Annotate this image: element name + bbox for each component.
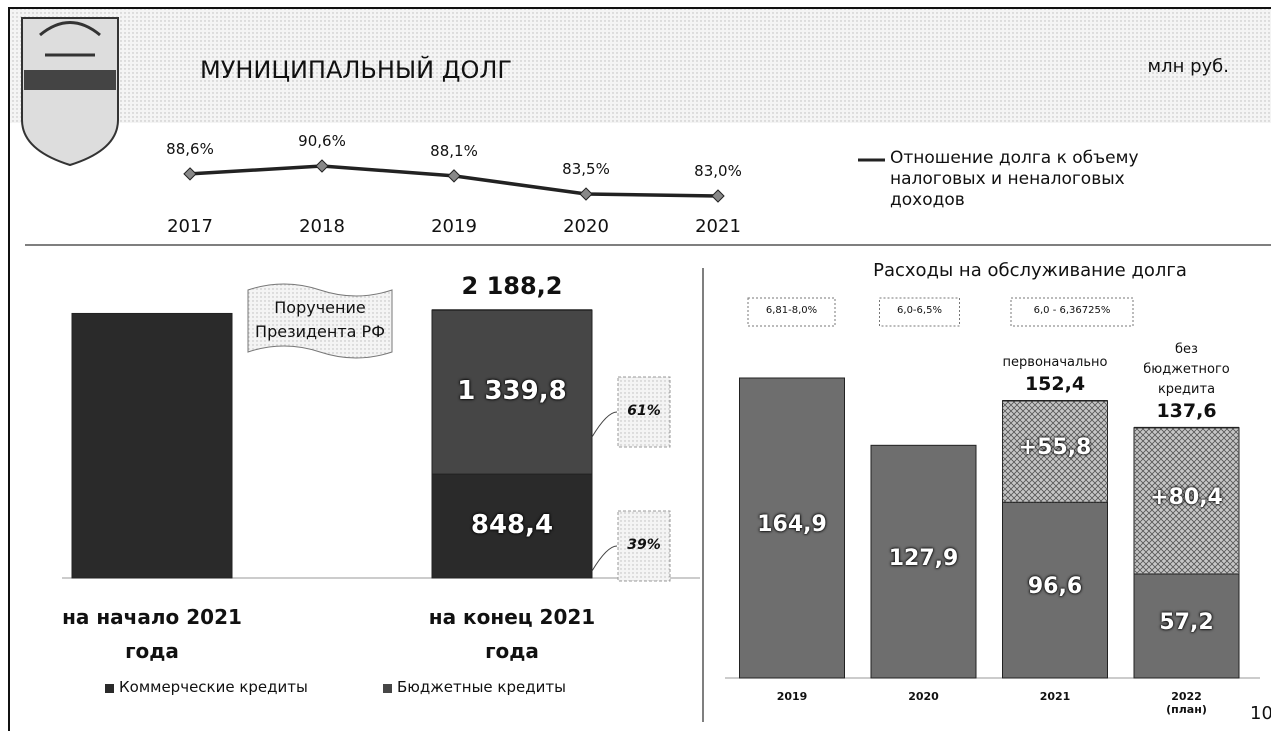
bar-segment [431, 473, 593, 579]
data-label: 83,5% [562, 160, 610, 179]
x-tick-label: на начало 2021 года [62, 605, 242, 663]
page-number: 10 [1250, 703, 1271, 724]
legend-label: Отношение долга к объему налоговых и нен… [890, 148, 1139, 210]
data-label: 57,2 [1159, 609, 1214, 635]
bar-segment [1002, 501, 1108, 679]
bar-segment [870, 444, 977, 679]
data-label: 90,6% [298, 132, 346, 150]
bar-segment [1133, 573, 1240, 679]
total-label: 152,4 [1024, 372, 1086, 395]
slide-title: МУНИЦИПАЛЬНЫЙ ДОЛГ [200, 56, 513, 84]
rate-box [747, 297, 836, 327]
data-label: 88,6% [166, 139, 214, 158]
point [447, 169, 461, 183]
x-tick-label: на конец 2021 года [428, 605, 596, 663]
data-label: 164,9 [757, 512, 827, 537]
x-tick-label: 2019 [431, 216, 477, 237]
data-label: +80,4 [1150, 484, 1223, 510]
emblem [21, 17, 119, 167]
unit-label: млн руб. [1147, 56, 1229, 77]
rate-box [879, 297, 960, 327]
point [315, 159, 329, 173]
bar-hatch [1002, 400, 1108, 503]
share-box [617, 510, 671, 582]
x-tick-label: 2021 [1039, 690, 1071, 703]
legend-swatch [383, 684, 392, 693]
share-bracket [591, 411, 618, 438]
bar-hatch [1134, 427, 1239, 574]
share-bracket [591, 545, 618, 572]
data-label: 127,9 [888, 545, 959, 571]
point [579, 187, 593, 201]
x-tick-label: 2020 [908, 690, 939, 703]
data-label: 88,1% [430, 141, 478, 160]
data-label: 848,4 [470, 510, 554, 541]
bar-segment [71, 312, 233, 579]
x-tick-label: 2017 [167, 216, 213, 237]
chart-title: Расходы на обслуживание долга [873, 260, 1187, 281]
point [183, 167, 197, 181]
bar-segment [431, 309, 593, 475]
share-label: 39% [627, 537, 661, 554]
legend-label: Коммерческие кредиты [119, 678, 308, 696]
x-tick-label: 2019 [776, 690, 808, 703]
header-band [8, 8, 1271, 123]
rate-box [1010, 297, 1134, 327]
total-label: 137,6 [1156, 399, 1217, 422]
legend-label: Бюджетные кредиты [397, 678, 566, 696]
total-note: первоначально [1002, 354, 1108, 370]
legend-swatch [105, 684, 114, 693]
rate-label: 6,0 - 6,36725% [1033, 305, 1111, 316]
share-box [617, 376, 671, 448]
data-label: 83,0% [694, 162, 742, 180]
rate-label: 6,81-8,0% [765, 305, 818, 316]
x-tick-label: 2020 [563, 216, 609, 237]
data-label: 96,6 [1027, 574, 1083, 600]
rate-label: 6,0-6,5% [897, 305, 942, 316]
share-label: 61% [627, 403, 661, 420]
data-label: 1 339,8 [457, 376, 567, 407]
annotation-banner [247, 283, 393, 359]
bar-segment [739, 377, 845, 679]
annotation: Поручение Президента РФ [255, 298, 385, 341]
x-tick-label: 2022 (план) [1166, 690, 1207, 716]
point [711, 189, 725, 203]
x-tick-label: 2018 [299, 216, 345, 237]
total-label: 2 188,2 [461, 272, 563, 300]
total-note: без бюджетного кредита [1143, 341, 1230, 397]
data-label: +55,8 [1018, 435, 1092, 461]
x-tick-label: 2021 [695, 216, 741, 237]
